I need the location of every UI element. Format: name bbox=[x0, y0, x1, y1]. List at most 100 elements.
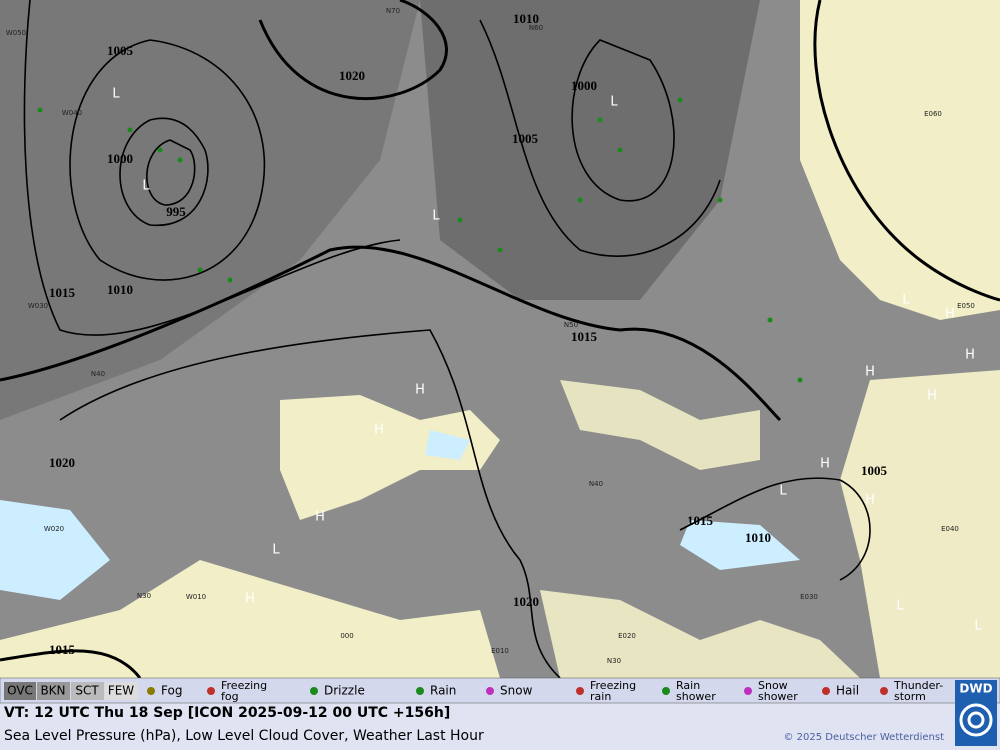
legend-label: storm bbox=[894, 690, 926, 703]
legend-icon bbox=[310, 687, 318, 695]
sea-clear bbox=[0, 500, 110, 600]
grid-label: N30 bbox=[137, 592, 151, 600]
legend-icon bbox=[576, 687, 584, 695]
pressure-center: H bbox=[245, 592, 255, 607]
pressure-center: L bbox=[779, 484, 787, 499]
legend-label: Hail bbox=[836, 684, 859, 698]
pressure-center: H bbox=[965, 348, 975, 363]
pressure-center: L bbox=[896, 599, 904, 614]
isobar-label: 1000 bbox=[571, 78, 597, 93]
isobar-label: 1015 bbox=[687, 513, 714, 528]
grid-label: N30 bbox=[607, 657, 621, 665]
pressure-center: H bbox=[927, 389, 937, 404]
land-clear bbox=[0, 560, 500, 678]
isobar-label: 1020 bbox=[49, 455, 75, 470]
isobar-label: 1015 bbox=[49, 642, 76, 657]
legend-label: BKN bbox=[40, 684, 65, 698]
land-clear bbox=[800, 0, 1000, 320]
land-clear bbox=[840, 370, 1000, 678]
logo-icon bbox=[959, 703, 993, 737]
isobar bbox=[23, 0, 401, 336]
pressure-center: H bbox=[415, 383, 425, 398]
grid-label: W030 bbox=[28, 302, 48, 310]
grid-label: N40 bbox=[91, 370, 105, 378]
pressure-center: L bbox=[142, 179, 150, 194]
isobar-label: 1010 bbox=[745, 530, 771, 545]
cloud-area bbox=[420, 0, 760, 300]
legend-bar bbox=[0, 677, 1000, 704]
pressure-center: H bbox=[820, 457, 830, 472]
cloud-area bbox=[0, 0, 420, 420]
valid-time: VT: 12 UTC Thu 18 Sep [ICON 2025-09-12 0… bbox=[4, 705, 450, 721]
isobar-label: 1005 bbox=[107, 43, 134, 58]
legend-swatch bbox=[105, 682, 138, 700]
isobar-label: 1005 bbox=[861, 463, 888, 478]
grid-label: W020 bbox=[44, 525, 64, 533]
isobar bbox=[69, 39, 266, 281]
land-clear bbox=[280, 395, 500, 520]
pressure-center: H bbox=[315, 510, 325, 525]
precipitation-symbols bbox=[37, 97, 803, 383]
isobar-label: 995 bbox=[166, 204, 186, 219]
grid-label: N50 bbox=[564, 321, 578, 329]
grid-label: W040 bbox=[62, 109, 82, 117]
isobar bbox=[119, 117, 209, 226]
legend-label: OVC bbox=[7, 684, 33, 698]
isobar bbox=[571, 39, 675, 202]
legend-swatch bbox=[71, 682, 104, 700]
legend-label: FEW bbox=[108, 684, 134, 698]
isobar-label: 1000 bbox=[107, 151, 133, 166]
isobar-labels: 1010 1005 1020 1000 1005 1000 995 1015 1… bbox=[49, 11, 888, 657]
legend-label: Rain bbox=[676, 679, 700, 692]
legend-label: Snow bbox=[500, 684, 533, 698]
legend-icon bbox=[880, 687, 888, 695]
legend-label: fog bbox=[221, 690, 239, 703]
pressure-centers: L L L L H H H L H L H H H H H L H L L bbox=[112, 87, 982, 634]
isobar bbox=[258, 0, 448, 101]
legend-label: Fog bbox=[161, 684, 182, 698]
isobar-label: 1010 bbox=[513, 11, 539, 26]
isobar-label: 1015 bbox=[571, 329, 598, 344]
grid-label: E050 bbox=[957, 302, 975, 310]
isobar-label: 1005 bbox=[512, 131, 539, 146]
grid-label: E010 bbox=[491, 647, 509, 655]
grid-label: E020 bbox=[618, 632, 636, 640]
logo-icon bbox=[967, 711, 985, 729]
isobar bbox=[679, 477, 871, 581]
legend-icon bbox=[207, 687, 215, 695]
land-clear bbox=[540, 590, 860, 678]
copyright: © 2025 Deutscher Wetterdienst bbox=[783, 732, 944, 743]
legend-icon bbox=[822, 687, 830, 695]
legend-label: shower bbox=[676, 690, 716, 703]
grid-label: N60 bbox=[529, 24, 543, 32]
legend-icon bbox=[147, 687, 155, 695]
grid-label: E030 bbox=[800, 593, 818, 601]
pressure-center: L bbox=[432, 209, 440, 224]
isobar-label: 1010 bbox=[107, 282, 133, 297]
isobar-label: 1015 bbox=[49, 285, 76, 300]
grid-label: W010 bbox=[186, 593, 206, 601]
pressure-center: L bbox=[610, 95, 618, 110]
legend-label: Freezing bbox=[221, 679, 267, 692]
grid-labels: W050 W040 W030 N40 W020 W010 N30 000 E01… bbox=[6, 7, 975, 665]
grid-label: E060 bbox=[924, 110, 942, 118]
pressure-center: L bbox=[974, 619, 982, 634]
pressure-center: H bbox=[374, 423, 384, 438]
pressure-center: L bbox=[272, 543, 280, 558]
isobar bbox=[813, 0, 1000, 302]
grid-label: E040 bbox=[941, 525, 959, 533]
isobar bbox=[59, 329, 561, 679]
pressure-center: H bbox=[865, 493, 875, 508]
land-clear bbox=[560, 380, 760, 470]
legend-label: Freezing bbox=[590, 679, 636, 692]
legend-label: Rain bbox=[430, 684, 456, 698]
legend-icon bbox=[744, 687, 752, 695]
legend-label: SCT bbox=[75, 684, 99, 698]
isobar-label: 1020 bbox=[513, 594, 539, 609]
legend-label: Snow bbox=[758, 679, 788, 692]
legend-label: Thunder- bbox=[893, 679, 943, 692]
legend-label: shower bbox=[758, 690, 798, 703]
legend-label: Drizzle bbox=[324, 684, 365, 698]
